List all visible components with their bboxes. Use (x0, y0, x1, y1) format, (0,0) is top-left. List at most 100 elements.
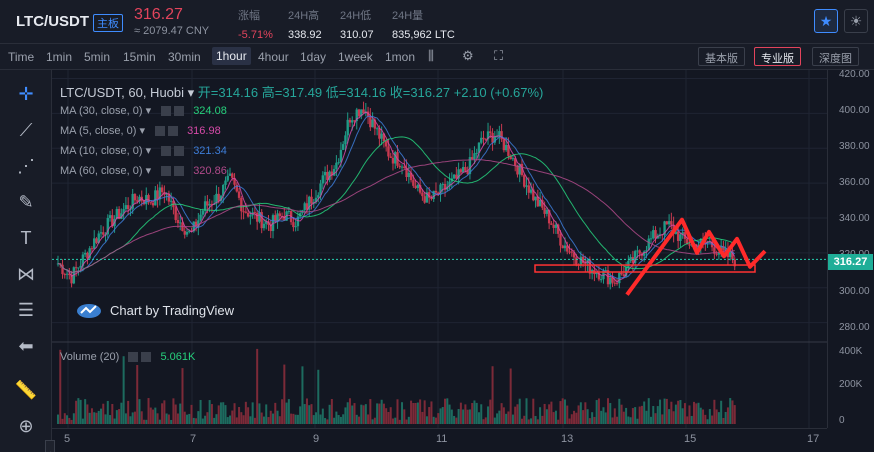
y-tick: 280.00 (839, 322, 870, 333)
volume-bar (534, 416, 537, 424)
volume-bar (631, 408, 634, 424)
volume-bar (713, 399, 716, 424)
fib-icon[interactable]: ☰ (17, 299, 35, 320)
tf-30min[interactable]: 30min (168, 50, 201, 64)
volume-legend[interactable]: Volume (20) 5.061K (60, 351, 196, 363)
volume-bar (423, 400, 426, 424)
ruler-icon[interactable]: 📏 (14, 379, 38, 400)
candle (321, 175, 325, 184)
candle (222, 184, 225, 196)
zoom-icon[interactable]: ⊕ (18, 415, 34, 436)
volume-bar (319, 414, 322, 424)
candle (81, 254, 85, 266)
volume-bar (337, 415, 340, 424)
candle (686, 238, 689, 245)
crosshair-icon[interactable]: ✛ (18, 83, 34, 104)
legend-high: 高=317.49 (261, 85, 323, 100)
tf-1day[interactable]: 1day (300, 50, 327, 64)
theme-icon[interactable]: ☀ (844, 9, 868, 33)
volume-bar (256, 348, 259, 424)
view-basic-button[interactable]: 基本版 (698, 47, 745, 66)
volume-bar (421, 411, 424, 424)
candle (233, 177, 236, 185)
tf-4hour[interactable]: 4hour (258, 50, 289, 64)
candle (197, 220, 200, 227)
toolbar-collapse-button[interactable]: ‹ (45, 440, 55, 452)
pair-title[interactable]: LTC/USDT (16, 13, 90, 30)
candle (63, 274, 66, 276)
candle (615, 282, 619, 284)
view-pro-button[interactable]: 专业版 (754, 47, 801, 66)
back-arrow-icon[interactable]: ⬅ (18, 335, 34, 356)
volume-bar (468, 409, 471, 424)
pitchfork-icon[interactable]: ⋰ (17, 155, 35, 176)
candle (344, 135, 347, 145)
legend-title[interactable]: LTC/USDT, 60, Huobi (60, 85, 185, 100)
candle (353, 120, 356, 122)
settings-icon[interactable]: ⚙ (462, 48, 474, 63)
ma-30-legend[interactable]: MA (30, close, 0) ▾ 324.08 (60, 105, 227, 117)
view-depth-button[interactable]: 深度图 (812, 47, 859, 66)
tf-1mon[interactable]: 1mon (385, 50, 416, 64)
volume-bar (577, 405, 580, 424)
volume-bar (226, 417, 229, 424)
volume-bar (90, 408, 93, 424)
volume-bar (303, 404, 306, 424)
tf-1min[interactable]: 1min (46, 50, 73, 64)
volume-bar (161, 403, 164, 424)
candle (679, 234, 682, 241)
volume-bar (613, 408, 616, 424)
volume-bar (557, 419, 560, 424)
ma-5-legend[interactable]: MA (5, close, 0) ▾ 316.98 (60, 125, 221, 137)
candle (228, 173, 232, 176)
volume-bar (627, 416, 630, 424)
candle (645, 250, 648, 252)
candle (423, 196, 426, 203)
volume-bar (305, 398, 308, 424)
ma-10-legend[interactable]: MA (10, close, 0) ▾ 321.34 (60, 145, 227, 157)
candle (588, 259, 592, 274)
volume-bar (176, 413, 179, 424)
candle (647, 238, 650, 251)
tf-time[interactable]: Time (8, 50, 35, 64)
candle (667, 221, 671, 225)
tf-1week[interactable]: 1week (338, 50, 373, 64)
text-icon[interactable]: T (20, 227, 32, 248)
volume-bar (616, 416, 619, 424)
chart-type-icon[interactable]: ⫼ (428, 48, 434, 63)
volume-bar (335, 411, 338, 424)
candle (665, 221, 669, 225)
x-tick: 15 (684, 433, 697, 445)
volume-bar (407, 416, 410, 424)
volume-bar (591, 412, 594, 424)
ma-60-legend[interactable]: MA (60, close, 0) ▾ 320.86 (60, 165, 227, 177)
volume-bar (167, 414, 170, 424)
brush-icon[interactable]: ✎ (18, 191, 34, 212)
volume-bar (240, 412, 243, 424)
tf-15min[interactable]: 15min (123, 50, 156, 64)
price-axis[interactable]: 420.00 400.00 380.00 360.00 340.00 320.0… (827, 69, 874, 428)
candle (90, 248, 94, 250)
price-chart[interactable] (52, 70, 827, 428)
pattern-icon[interactable]: ⋈ (17, 263, 35, 284)
volume-bar (181, 368, 184, 424)
trendline-icon[interactable]: ⟋ (19, 119, 33, 140)
candle (210, 203, 214, 205)
candle (534, 196, 537, 201)
star-icon[interactable]: ★ (814, 9, 838, 33)
candle (108, 215, 112, 219)
time-axis[interactable]: 5 7 9 11 13 15 17 (52, 428, 827, 452)
candle (86, 252, 89, 259)
tradingview-watermark[interactable]: Chart by TradingView (76, 301, 234, 319)
tf-5min[interactable]: 5min (84, 50, 111, 64)
volume-bar (201, 418, 204, 424)
volume-bar (296, 414, 299, 424)
screenshot-icon[interactable]: ⛶ (494, 48, 504, 63)
annotation-zigzag (625, 217, 767, 296)
volume-bar (670, 401, 673, 424)
tf-1hour[interactable]: 1hour (212, 47, 251, 65)
volume-bar (346, 402, 349, 424)
candle (491, 132, 494, 143)
volume-bar (401, 402, 404, 424)
volume-bar (389, 407, 392, 424)
